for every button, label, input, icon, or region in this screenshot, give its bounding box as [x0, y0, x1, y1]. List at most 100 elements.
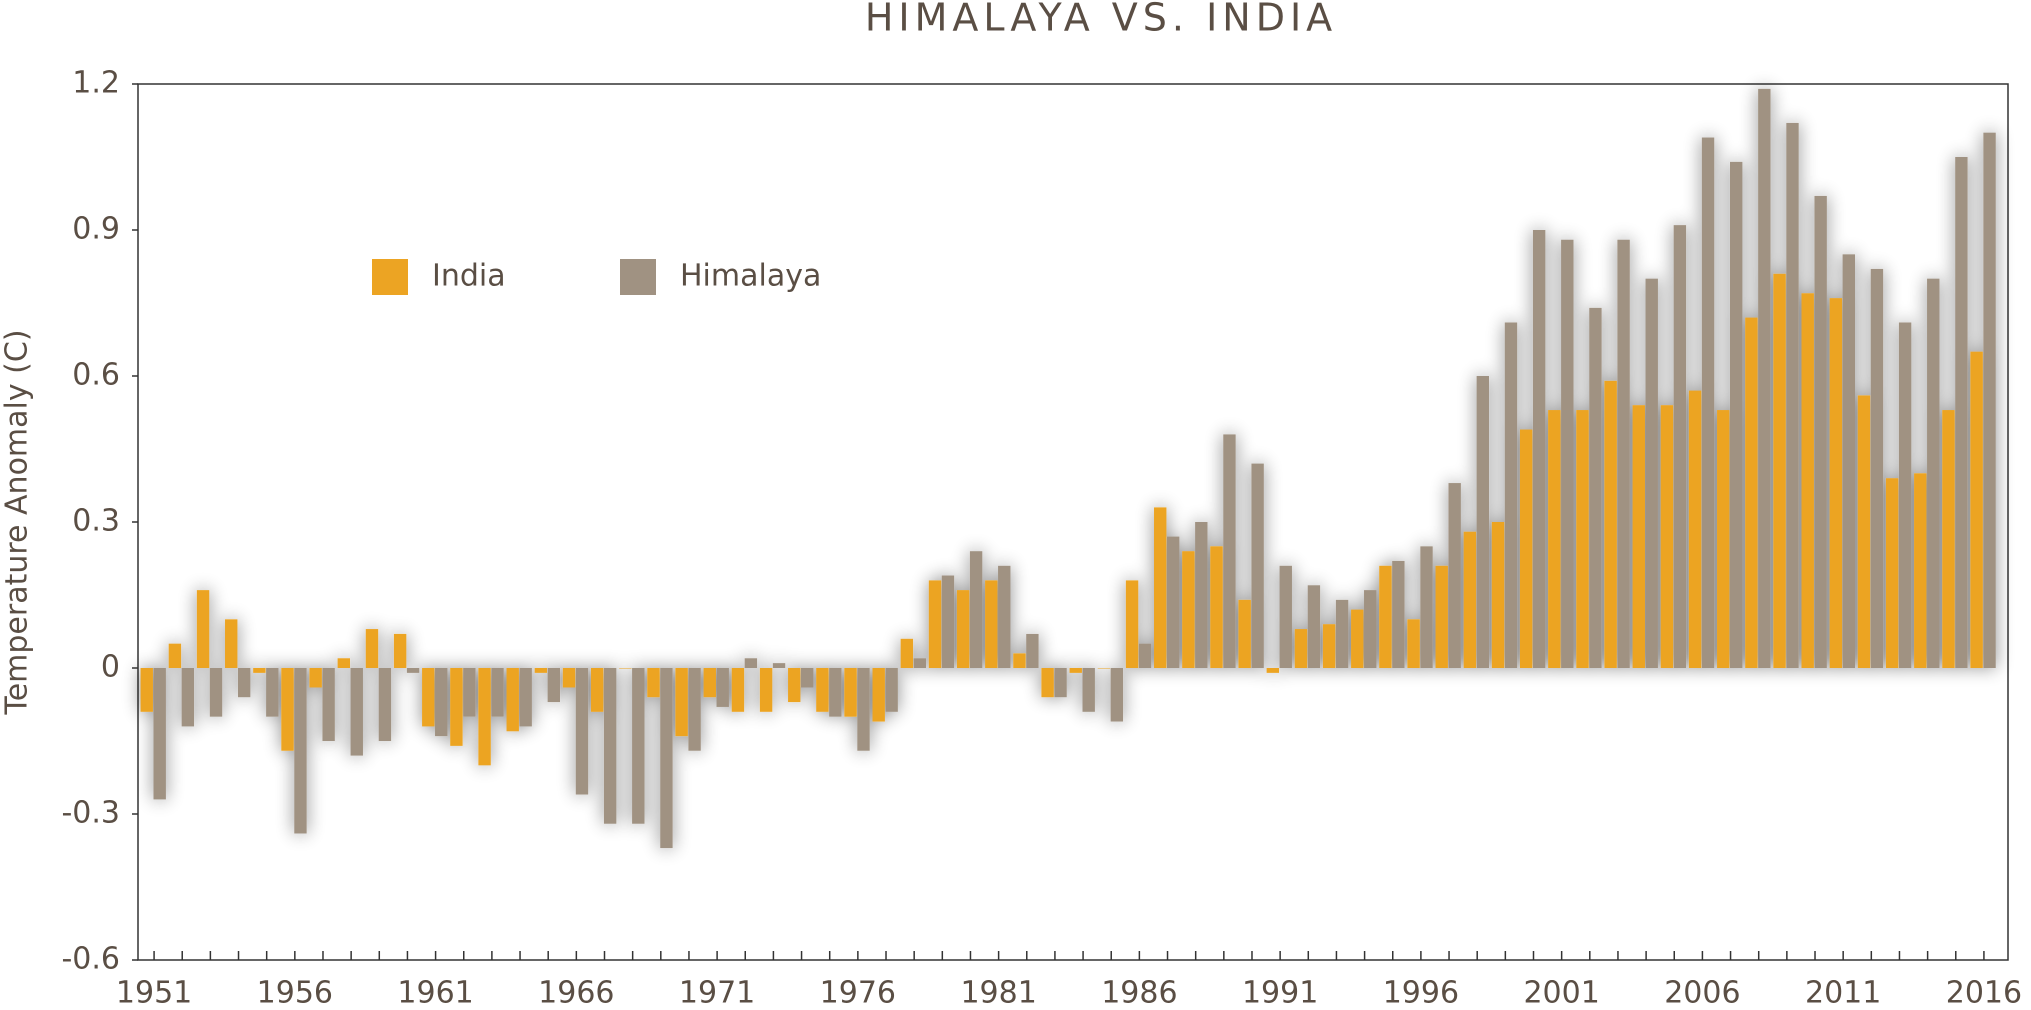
bar — [337, 658, 351, 668]
bar — [1842, 254, 1855, 669]
bar — [1773, 273, 1786, 668]
bar — [1351, 609, 1364, 668]
bar — [1110, 668, 1124, 722]
bar — [703, 668, 716, 698]
bar — [1097, 668, 1111, 669]
bar — [1504, 322, 1518, 668]
bar — [1026, 633, 1039, 668]
bar — [1589, 307, 1602, 668]
bar — [1448, 483, 1461, 668]
x-tick-label: 1956 — [257, 976, 333, 1010]
bar — [1617, 239, 1630, 668]
bar — [1548, 410, 1561, 668]
bar — [913, 658, 926, 668]
x-tick-label: 1951 — [116, 976, 192, 1010]
y-axis-label: Temperature Anomaly (C) — [0, 329, 35, 715]
bar — [1082, 668, 1095, 712]
bar — [1660, 405, 1674, 668]
y-tick-label: -0.3 — [61, 796, 120, 831]
bar — [660, 668, 673, 849]
x-tick-label: 1981 — [960, 976, 1036, 1010]
x-tick-label: 2006 — [1664, 976, 1740, 1010]
bar — [716, 668, 729, 707]
bar — [1279, 565, 1292, 668]
bar — [478, 668, 491, 766]
bar — [309, 668, 322, 688]
bar — [619, 668, 632, 669]
bar — [294, 668, 307, 834]
x-tick-label: 1996 — [1383, 976, 1459, 1010]
bar — [675, 668, 688, 737]
bar — [575, 668, 589, 795]
bar — [168, 643, 182, 668]
bar — [281, 668, 294, 751]
bar — [759, 668, 773, 712]
bar — [1955, 157, 1968, 668]
bar — [1745, 317, 1758, 668]
bar — [872, 668, 885, 722]
bar — [1013, 653, 1026, 668]
bar — [885, 668, 898, 712]
bar — [1307, 585, 1321, 668]
y-tick-label: 0 — [101, 650, 120, 685]
bar — [225, 619, 238, 668]
bar — [788, 668, 801, 703]
x-tick-label: 1971 — [679, 976, 755, 1010]
bar — [772, 663, 786, 668]
bar — [647, 668, 660, 698]
bar — [1195, 522, 1208, 668]
bar — [450, 668, 463, 746]
bar — [1392, 560, 1405, 668]
bar — [406, 668, 420, 673]
bar — [816, 668, 829, 712]
bar — [590, 668, 604, 712]
bar — [1857, 395, 1871, 668]
bar — [1238, 599, 1251, 668]
bar — [1435, 565, 1448, 668]
bar — [181, 668, 195, 727]
bar — [998, 565, 1011, 668]
x-tick-label: 1961 — [397, 976, 473, 1010]
bar — [1758, 88, 1771, 668]
bar — [985, 580, 998, 668]
bar — [1322, 624, 1336, 668]
bar — [1420, 546, 1433, 668]
bar — [1532, 230, 1546, 668]
bar — [1983, 132, 1996, 668]
bar — [744, 658, 758, 668]
y-tick-label: 0.3 — [72, 504, 120, 539]
bar — [322, 668, 335, 741]
bar — [1801, 293, 1814, 668]
bar — [506, 668, 519, 732]
x-tick-label: 1976 — [820, 976, 896, 1010]
bar — [1829, 298, 1843, 668]
bar — [519, 668, 532, 727]
bar — [491, 668, 504, 717]
bar — [1251, 463, 1264, 668]
bar — [1898, 322, 1912, 668]
bar — [562, 668, 576, 688]
legend-label: India — [432, 259, 506, 294]
bar — [140, 668, 153, 712]
bar — [1335, 599, 1349, 668]
bar — [969, 551, 983, 668]
x-tick-label: 1986 — [1101, 976, 1177, 1010]
bar — [422, 668, 435, 727]
bar — [1701, 137, 1715, 669]
x-tick-label: 2016 — [1946, 976, 2022, 1010]
bar — [463, 668, 476, 717]
bar — [1069, 668, 1082, 673]
bar — [237, 668, 251, 698]
bar — [632, 668, 645, 824]
bar — [1364, 590, 1377, 668]
bar — [1688, 390, 1702, 668]
chart-title: HIMALAYA VS. INDIA — [865, 0, 1337, 40]
legend-label: Himalaya — [680, 259, 821, 294]
bar — [1476, 376, 1490, 668]
bar — [800, 668, 814, 688]
bar — [1645, 278, 1658, 668]
bar — [1576, 410, 1589, 668]
bar — [1729, 161, 1743, 668]
bar — [857, 668, 870, 751]
